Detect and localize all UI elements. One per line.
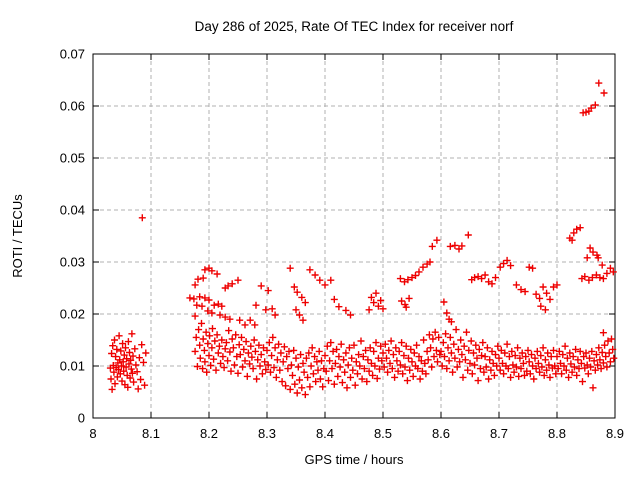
y-axis-label: ROTI / TECUs — [10, 194, 25, 278]
x-tick-label: 8.9 — [606, 426, 624, 441]
x-tick-label: 8 — [89, 426, 96, 441]
chart-title: Day 286 of 2025, Rate Of TEC Index for r… — [195, 19, 514, 34]
y-tick-label: 0 — [78, 411, 85, 426]
x-axis-label: GPS time / hours — [305, 452, 404, 467]
x-tick-label: 8.7 — [490, 426, 508, 441]
y-tick-label: 0.04 — [60, 203, 85, 218]
plot-border-and-ticks — [92, 53, 616, 419]
y-tick-label: 0.01 — [60, 359, 85, 374]
series-ROTI-markers — [106, 79, 618, 399]
x-tick-label: 8.1 — [142, 426, 160, 441]
y-tick-label: 0.06 — [60, 99, 85, 114]
y-tick-label: 0.07 — [60, 47, 85, 62]
x-tick-label: 8.2 — [200, 426, 218, 441]
y-tick-label: 0.03 — [60, 255, 85, 270]
x-tick-label: 8.4 — [316, 426, 334, 441]
x-tick-label: 8.5 — [374, 426, 392, 441]
scatter-points — [106, 79, 618, 399]
x-tick-label: 8.6 — [432, 426, 450, 441]
x-tick-label: 8.3 — [258, 426, 276, 441]
y-tick-label: 0.05 — [60, 151, 85, 166]
tick-labels: 8 8.1 8.2 8.3 8.4 8.5 8.6 8.7 8.8 8.9 0 0.01 0.02 0.0… — [60, 47, 624, 442]
x-tick-label: 8.8 — [548, 426, 566, 441]
y-tick-label: 0.02 — [60, 307, 85, 322]
